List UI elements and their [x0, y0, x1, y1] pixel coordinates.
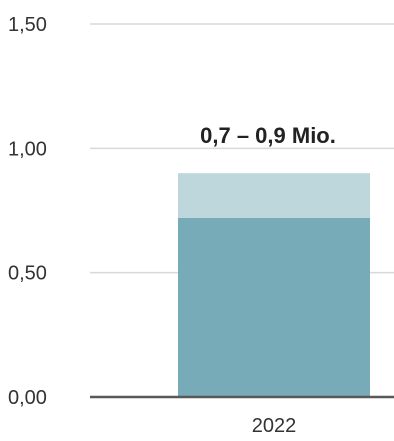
y-tick-label: 1,00: [8, 138, 47, 160]
x-tick-labels: 2022: [252, 415, 297, 437]
range-annotation: 0,7 – 0,9 Mio.: [200, 123, 336, 148]
y-tick-label: 0,50: [8, 263, 47, 285]
bar-main-segment: [178, 217, 370, 397]
bars: [178, 173, 370, 397]
y-tick-labels: 0,00 0,50 1,00 1,50: [8, 14, 47, 409]
y-tick-label: 1,50: [8, 14, 47, 36]
x-tick-label: 2022: [252, 415, 297, 437]
y-tick-label: 0,00: [8, 387, 47, 409]
bar-range-segment: [178, 173, 370, 218]
